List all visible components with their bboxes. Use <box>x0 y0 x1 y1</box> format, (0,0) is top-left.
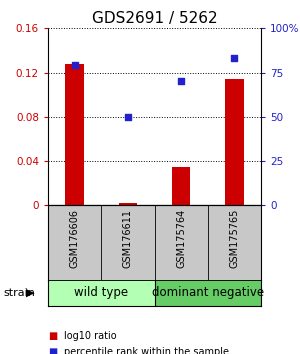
Text: GSM175764: GSM175764 <box>176 209 186 268</box>
Text: strain: strain <box>3 288 35 298</box>
Text: GSM176611: GSM176611 <box>123 209 133 268</box>
Bar <box>154 280 261 306</box>
Point <box>179 79 184 84</box>
Text: percentile rank within the sample: percentile rank within the sample <box>64 347 230 354</box>
Bar <box>225 79 244 205</box>
Bar <box>48 280 154 306</box>
Point <box>125 114 130 120</box>
Text: wild type: wild type <box>74 286 128 299</box>
Point <box>72 63 77 68</box>
Text: GSM175765: GSM175765 <box>230 209 239 268</box>
Text: dominant negative: dominant negative <box>152 286 264 299</box>
Text: ■: ■ <box>48 331 57 341</box>
Text: ▶: ▶ <box>26 288 34 298</box>
Text: GSM176606: GSM176606 <box>70 209 80 268</box>
Bar <box>172 167 190 205</box>
Text: ■: ■ <box>48 347 57 354</box>
Text: log10 ratio: log10 ratio <box>64 331 117 341</box>
Bar <box>118 203 137 205</box>
Title: GDS2691 / 5262: GDS2691 / 5262 <box>92 11 217 26</box>
Point <box>232 56 237 61</box>
Bar <box>65 64 84 205</box>
